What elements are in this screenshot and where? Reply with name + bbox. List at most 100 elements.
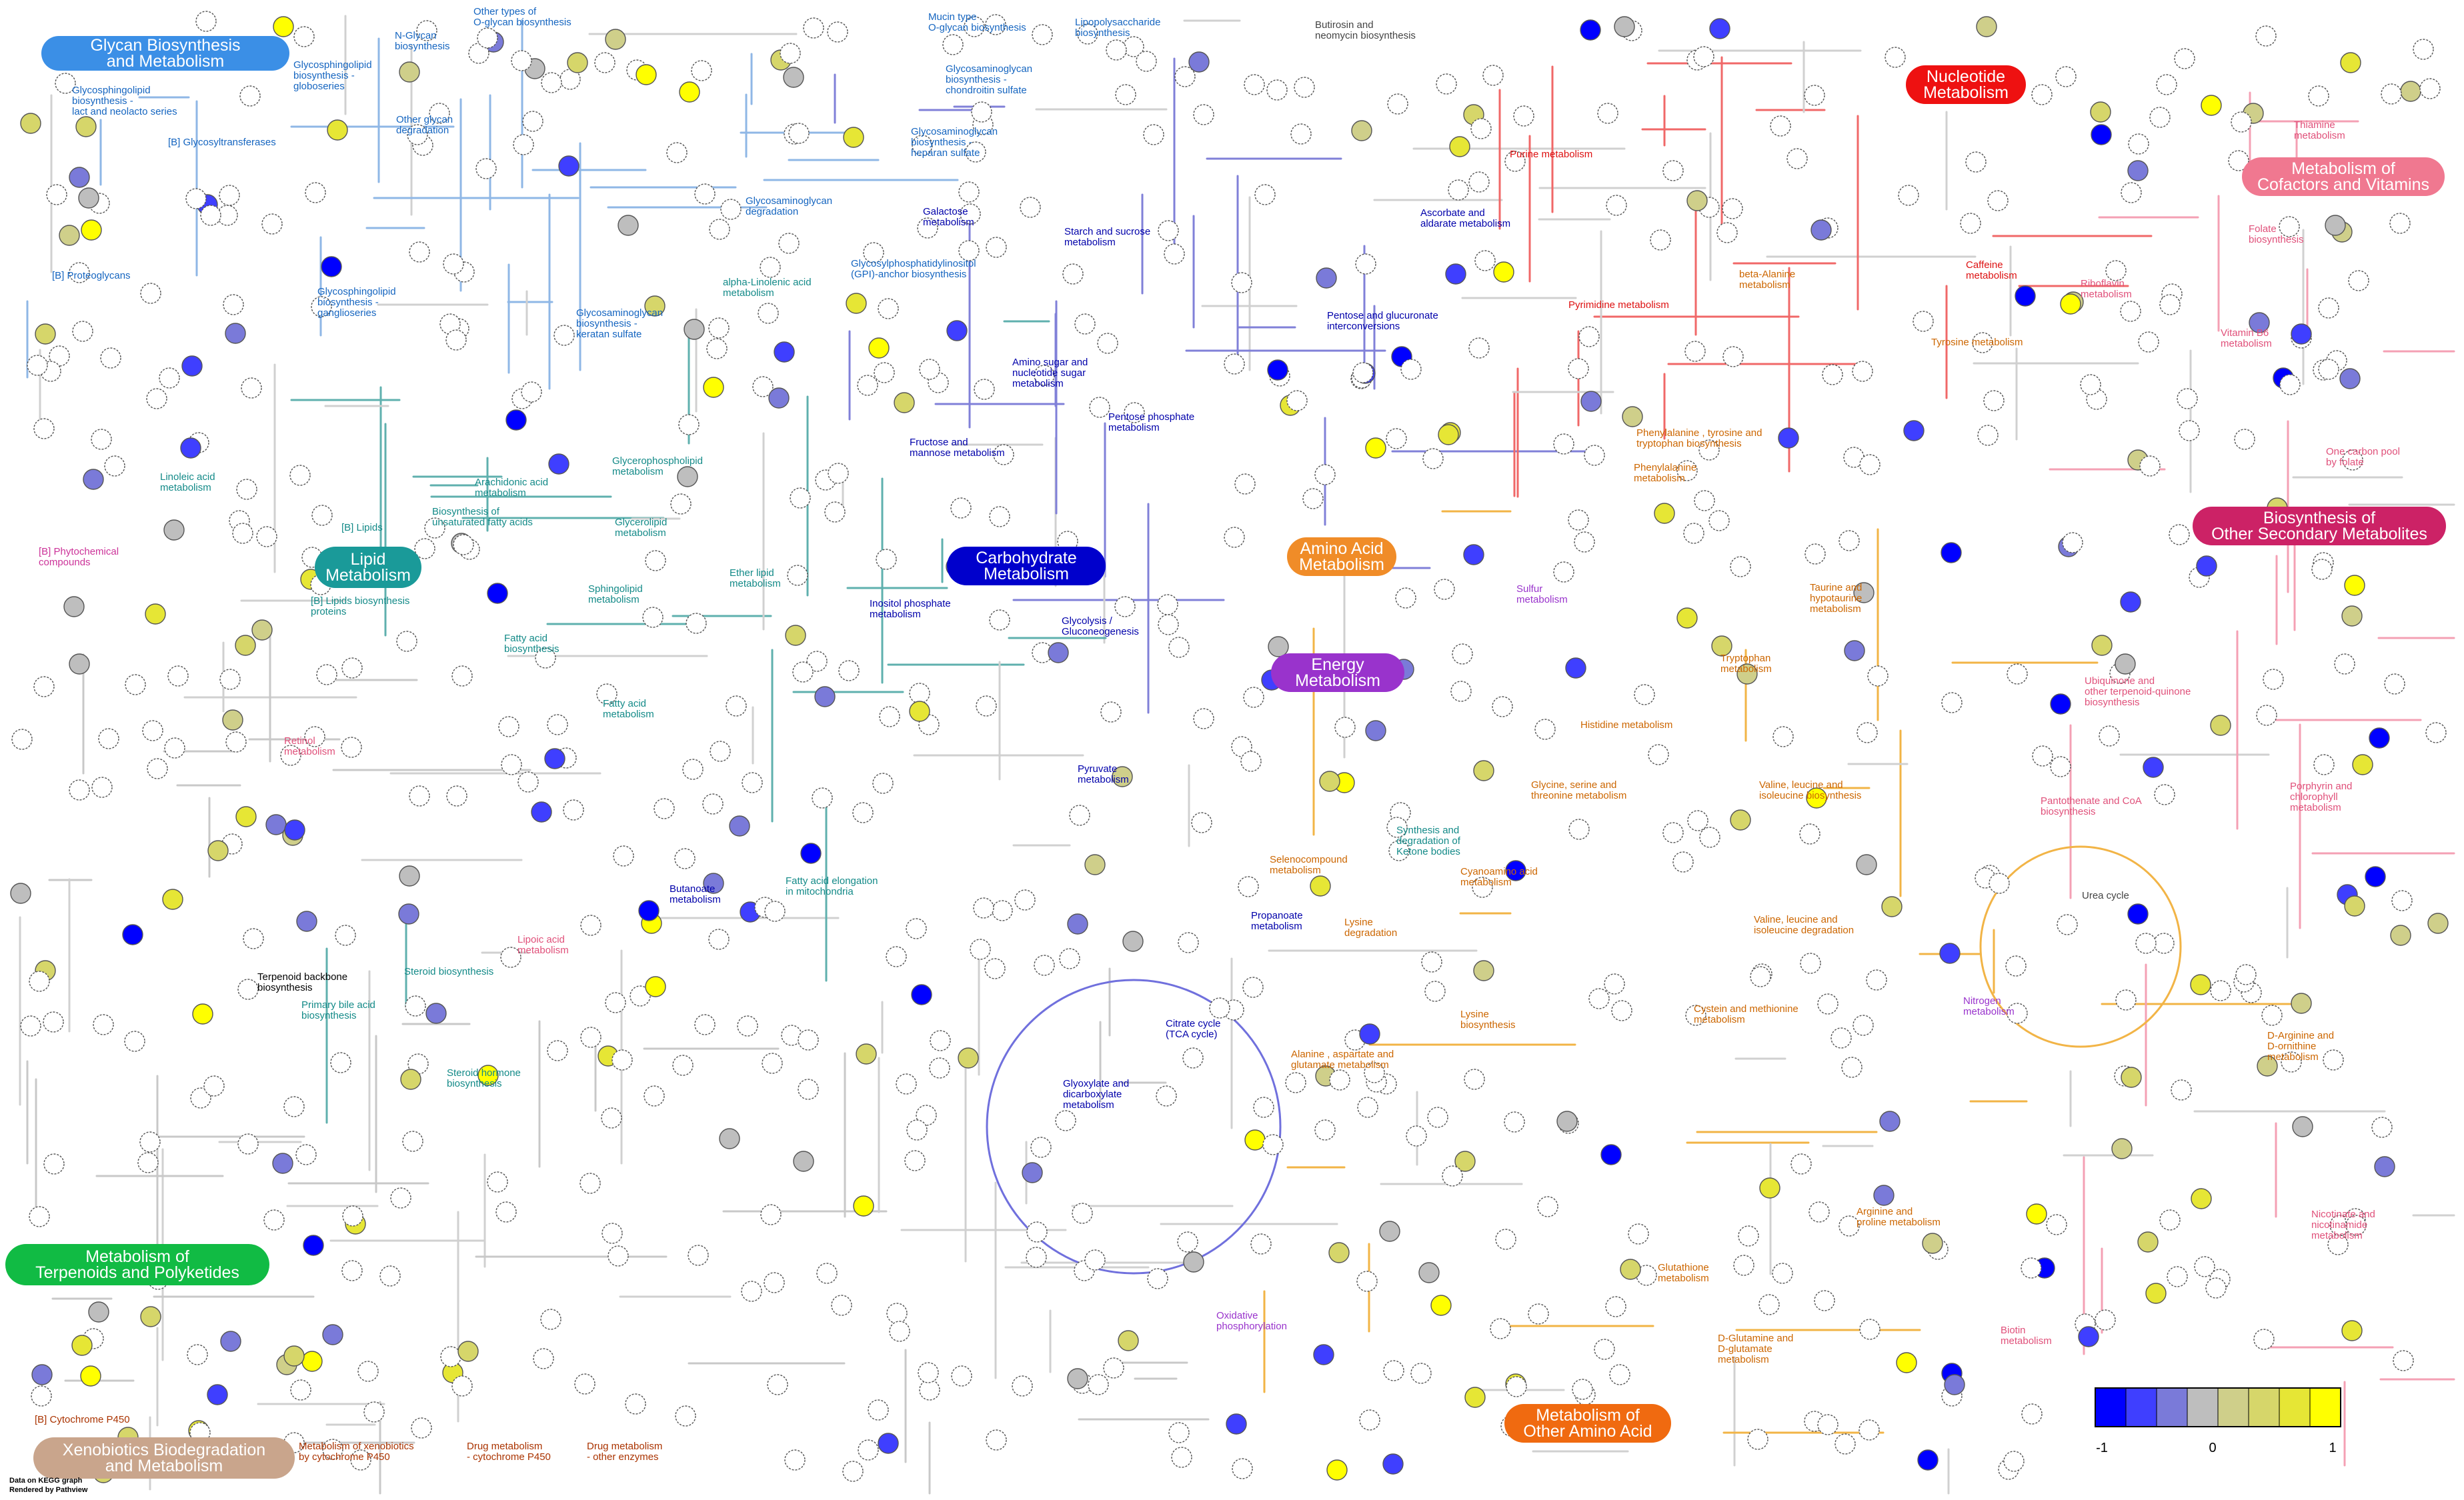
- pathway-label-glycerolipid[interactable]: Glycerolipid metabolism: [615, 517, 667, 539]
- pathway-label-d-arginine[interactable]: D-Arginine and D-ornithine metabolism: [2267, 1030, 2334, 1063]
- category-badge-lipid[interactable]: Lipid Metabolism: [315, 547, 421, 588]
- pathway-label-tryptophan[interactable]: Tryptophan metabolism: [1720, 653, 1772, 675]
- pathway-label-sphingolipid[interactable]: Sphingolipid metabolism: [588, 583, 643, 605]
- pathway-label-arginine-proline[interactable]: Arginine and proline metabolism: [1857, 1206, 1941, 1228]
- pathway-label-glutathione[interactable]: Glutathione metabolism: [1658, 1262, 1709, 1284]
- pathway-label-starch-sucrose[interactable]: Starch and sucrose metabolism: [1064, 226, 1150, 248]
- pathway-label-oxidative-phosphorylation[interactable]: Oxidative phosphorylation: [1216, 1310, 1287, 1332]
- pathway-label-ascorbate[interactable]: Ascorbate and aldarate metabolism: [1420, 207, 1510, 229]
- pathway-label-linoleic[interactable]: Linoleic acid metabolism: [160, 471, 215, 493]
- pathway-label-cysteine-methionine[interactable]: Cystein and methionine metabolism: [1694, 1003, 1798, 1025]
- pathway-label-selenocompound[interactable]: Selenocompound metabolism: [1270, 854, 1348, 876]
- pathway-label-ether-lipid[interactable]: Ether lipid metabolism: [730, 567, 781, 589]
- pathway-label-folate[interactable]: Folate biosynthesis: [2249, 223, 2304, 245]
- pathway-label-glycosphingolipid-lacto[interactable]: Glycosphingolipid biosynthesis -lact and …: [72, 85, 177, 117]
- pathway-label-inositol-phosphate[interactable]: Inositol phosphate metabolism: [870, 598, 951, 620]
- pathway-label-amino-sugar[interactable]: Amino sugar and nucleotide sugar metabolis…: [1012, 357, 1088, 389]
- pathway-label-fatty-acid-metab[interactable]: Fatty acid metabolism: [603, 698, 654, 720]
- category-badge-secondary[interactable]: Biosynthesis of Other Secondary Metabolit…: [2193, 507, 2446, 545]
- category-badge-amino[interactable]: Amino Acid Metabolism: [1287, 537, 1396, 576]
- pathway-label-thiamine[interactable]: Thiamine metabolism: [2294, 119, 2345, 141]
- pathway-label-terpenoid-backbone[interactable]: Terpenoid backbone biosynthesis: [257, 971, 347, 993]
- category-badge-carbohydrate[interactable]: Carbohydrate Metabolism: [947, 547, 1106, 585]
- pathway-label-pentose-phosphate[interactable]: Pentose phosphate metabolism: [1108, 411, 1194, 433]
- pathway-label-butirosin[interactable]: Butirosin and neomycin biosynthesis: [1315, 19, 1416, 41]
- pathway-label-retinol[interactable]: Retinol metabolism: [284, 735, 335, 757]
- category-badge-other_amino[interactable]: Metabolism of Other Amino Acid: [1504, 1404, 1671, 1443]
- pathway-label-glycosphingolipid-ganglio[interactable]: Glycosphingolipid biosynthesis -gangliose…: [317, 286, 396, 319]
- pathway-label-glyoxylate[interactable]: Glyoxylate and dicarboxylate metabolism: [1063, 1078, 1129, 1111]
- pathway-label-b-lipids[interactable]: [B] Lipids: [341, 522, 383, 533]
- pathway-label-glycerophospholipid[interactable]: Glycerophospholipid metabolism: [612, 455, 703, 477]
- pathway-label-gpi-anchor[interactable]: Glycosylphosphatidylinositol (GPI)-anchor…: [851, 258, 976, 280]
- pathway-label-val-leu-ile-deg[interactable]: Valine, leucine and isoleucine degradatio…: [1754, 914, 1854, 936]
- pathway-label-glycine-serine[interactable]: Glycine, serine and threonine metabolism: [1531, 779, 1626, 801]
- pathway-label-d-glutamine[interactable]: D-Glutamine and D-glutamate metabolism: [1718, 1333, 1793, 1365]
- pathway-label-gag-chondroitin[interactable]: Glycosaminoglycan biosynthesis -chondroit…: [946, 63, 1032, 96]
- pathway-label-gag-degradation[interactable]: Glycosaminoglycan degradation: [746, 195, 832, 217]
- pathway-label-nicotinate[interactable]: Nicotinate and nicotinamide metabolism: [2311, 1209, 2375, 1241]
- pathway-label-vitamin-b6[interactable]: Vitamin B6 metabolism: [2221, 327, 2272, 349]
- pathway-label-pentose-glucuronate[interactable]: Pentose and glucuronate interconversions: [1327, 310, 1438, 332]
- pathway-label-arachidonic[interactable]: Arachidonic acid metabolism: [475, 477, 548, 499]
- pathway-label-ubiquinone[interactable]: Ubiquinone and other terpenoid-quinone bio…: [2085, 675, 2191, 708]
- pathway-label-porphyrin[interactable]: Porphyrin and chlorophyll metabolism: [2290, 781, 2352, 813]
- pathway-label-drug-other[interactable]: Drug metabolism - other enzymes: [587, 1441, 662, 1463]
- pathway-label-primary-bile[interactable]: Primary bile acid biosynthesis: [301, 999, 375, 1021]
- pathway-label-lipoic[interactable]: Lipoic acid metabolism: [517, 934, 569, 956]
- pathway-label-lysine-degradation[interactable]: Lysine degradation: [1344, 917, 1397, 939]
- pathway-label-steroid-hormone[interactable]: Steroid hormone biosynthesis: [447, 1067, 521, 1089]
- category-badge-cofactor[interactable]: Metabolism of Cofactors and Vitamins: [2242, 157, 2445, 196]
- pathway-label-mucin-o-glycan[interactable]: Mucin type O-glycan biosynthesis: [928, 11, 1026, 33]
- pathway-label-phe-tyr-trp[interactable]: Phenylalanine , tyrosine and tryptophan b…: [1636, 427, 1762, 449]
- pathway-label-taurine[interactable]: Taurine and hypotaurine metabolism: [1810, 582, 1862, 615]
- pathway-label-alanine-aspartate[interactable]: Alanine , aspartate and glutamate metabol…: [1291, 1049, 1394, 1071]
- pathway-label-beta-alanine[interactable]: beta-Alanine metabolism: [1739, 269, 1795, 291]
- pathway-label-unsat-fatty-acids[interactable]: Biosynthesis of unsaturated fatty acids: [432, 506, 533, 528]
- category-badge-energy[interactable]: Energy Metabolism: [1271, 653, 1404, 692]
- pathway-label-lysine-bio[interactable]: Lysine biosynthesis: [1460, 1009, 1516, 1031]
- pathway-label-nitrogen[interactable]: Nitrogen metabolism: [1963, 995, 2015, 1017]
- pathway-label-propanoate[interactable]: Propanoate metabolism: [1251, 910, 1303, 932]
- pathway-label-fatty-acid-bio[interactable]: Fatty acid biosynthesis: [504, 633, 559, 655]
- pathway-label-histidine[interactable]: Histidine metabolism: [1580, 719, 1672, 731]
- pathway-label-purine[interactable]: Purine metabolism: [1510, 149, 1592, 160]
- pathway-label-gag-keratan[interactable]: Glycosaminoglycan biosynthesis -keratan s…: [576, 307, 663, 340]
- pathway-label-caffeine[interactable]: Caffeine metabolism: [1966, 259, 2017, 281]
- pathway-label-pyruvate[interactable]: Pyruvate metabolism: [1078, 763, 1129, 785]
- pathway-label-n-glycan[interactable]: N-Glycan biosynthesis: [395, 30, 450, 52]
- pathway-label-fatty-acid-elongation[interactable]: Fatty acid elongation in mitochondria: [786, 875, 878, 897]
- pathway-label-one-carbon[interactable]: One carbon pool by folate: [2326, 446, 2400, 468]
- pathway-label-glycosyltransferases[interactable]: [B] Glycosyltransferases: [168, 137, 276, 148]
- pathway-label-drug-p450[interactable]: Drug metabolism - cytochrome P450: [467, 1441, 551, 1463]
- pathway-label-tyrosine[interactable]: Tyrosine metabolism: [1931, 337, 2023, 348]
- pathway-label-other-o-glycan[interactable]: Other types of O-glycan biosynthesis: [473, 6, 571, 28]
- pathway-label-phenylalanine[interactable]: Phenylalanine metabolism: [1634, 462, 1696, 484]
- pathway-label-alpha-linolenic[interactable]: alpha-Linolenic acid metabolism: [723, 277, 812, 299]
- pathway-label-citrate-cycle[interactable]: Citrate cycle (TCA cycle): [1166, 1018, 1221, 1040]
- pathway-label-val-leu-ile-bio[interactable]: Valine, leucine and isoleucine biosynthes…: [1759, 779, 1861, 801]
- category-badge-terpenoid[interactable]: Metabolism of Terpenoids and Polyketides: [5, 1244, 269, 1285]
- pathway-label-steroid[interactable]: Steroid biosynthesis: [404, 966, 493, 977]
- pathway-label-lipopolysaccharide[interactable]: Lipopolysaccharide biosynthesis: [1075, 17, 1160, 39]
- pathway-label-pantothenate[interactable]: Pantothenate and CoA biosynthesis: [2041, 795, 2142, 817]
- pathway-label-fructose-mannose[interactable]: Fructose and mannose metabolism: [910, 437, 1005, 459]
- pathway-label-cyanoamino[interactable]: Cyanoamino acid metabolism: [1460, 866, 1538, 888]
- pathway-label-butanoate[interactable]: Butanoate metabolism: [670, 883, 721, 905]
- pathway-label-ketone-bodies[interactable]: Synthesis and degradation of Ketone bodies: [1396, 825, 1461, 857]
- pathway-label-riboflavin[interactable]: Riboflavin metabolism: [2081, 278, 2132, 300]
- pathway-label-b-lipids-proteins[interactable]: [B] Lipids biosynthesis proteins: [311, 595, 409, 617]
- category-badge-xenobiotic[interactable]: Xenobiotics Biodegradation and Metabolism: [33, 1437, 295, 1479]
- pathway-label-gag-heparan[interactable]: Glycosaminoglycan biosynthesis -heparan s…: [911, 126, 998, 159]
- category-badge-glycan[interactable]: Glycan Biosynthesis and Metabolism: [41, 36, 289, 71]
- pathway-label-glycolysis[interactable]: Glycolysis / Gluconeogenesis: [1062, 615, 1139, 637]
- pathway-label-biotin[interactable]: Biotin metabolism: [2001, 1325, 2052, 1347]
- pathway-label-urea-cycle[interactable]: Urea cycle: [2082, 890, 2129, 901]
- category-badge-nucleotide[interactable]: Nucleotide Metabolism: [1906, 65, 2026, 104]
- pathway-label-pyrimidine[interactable]: Pyrimidine metabolism: [1568, 299, 1669, 311]
- pathway-label-phytochemical[interactable]: [B] Phytochemical compounds: [39, 546, 119, 568]
- pathway-label-other-glycan-degradation[interactable]: Other glycan degradation: [396, 114, 453, 136]
- pathway-label-galactose[interactable]: Galactose metabolism: [923, 206, 974, 228]
- pathway-label-cytochrome-b[interactable]: [B] Cytochrome P450: [35, 1414, 130, 1425]
- pathway-label-xeno-p450[interactable]: Metabolism of xenobiotics by cytochrome P…: [299, 1441, 414, 1463]
